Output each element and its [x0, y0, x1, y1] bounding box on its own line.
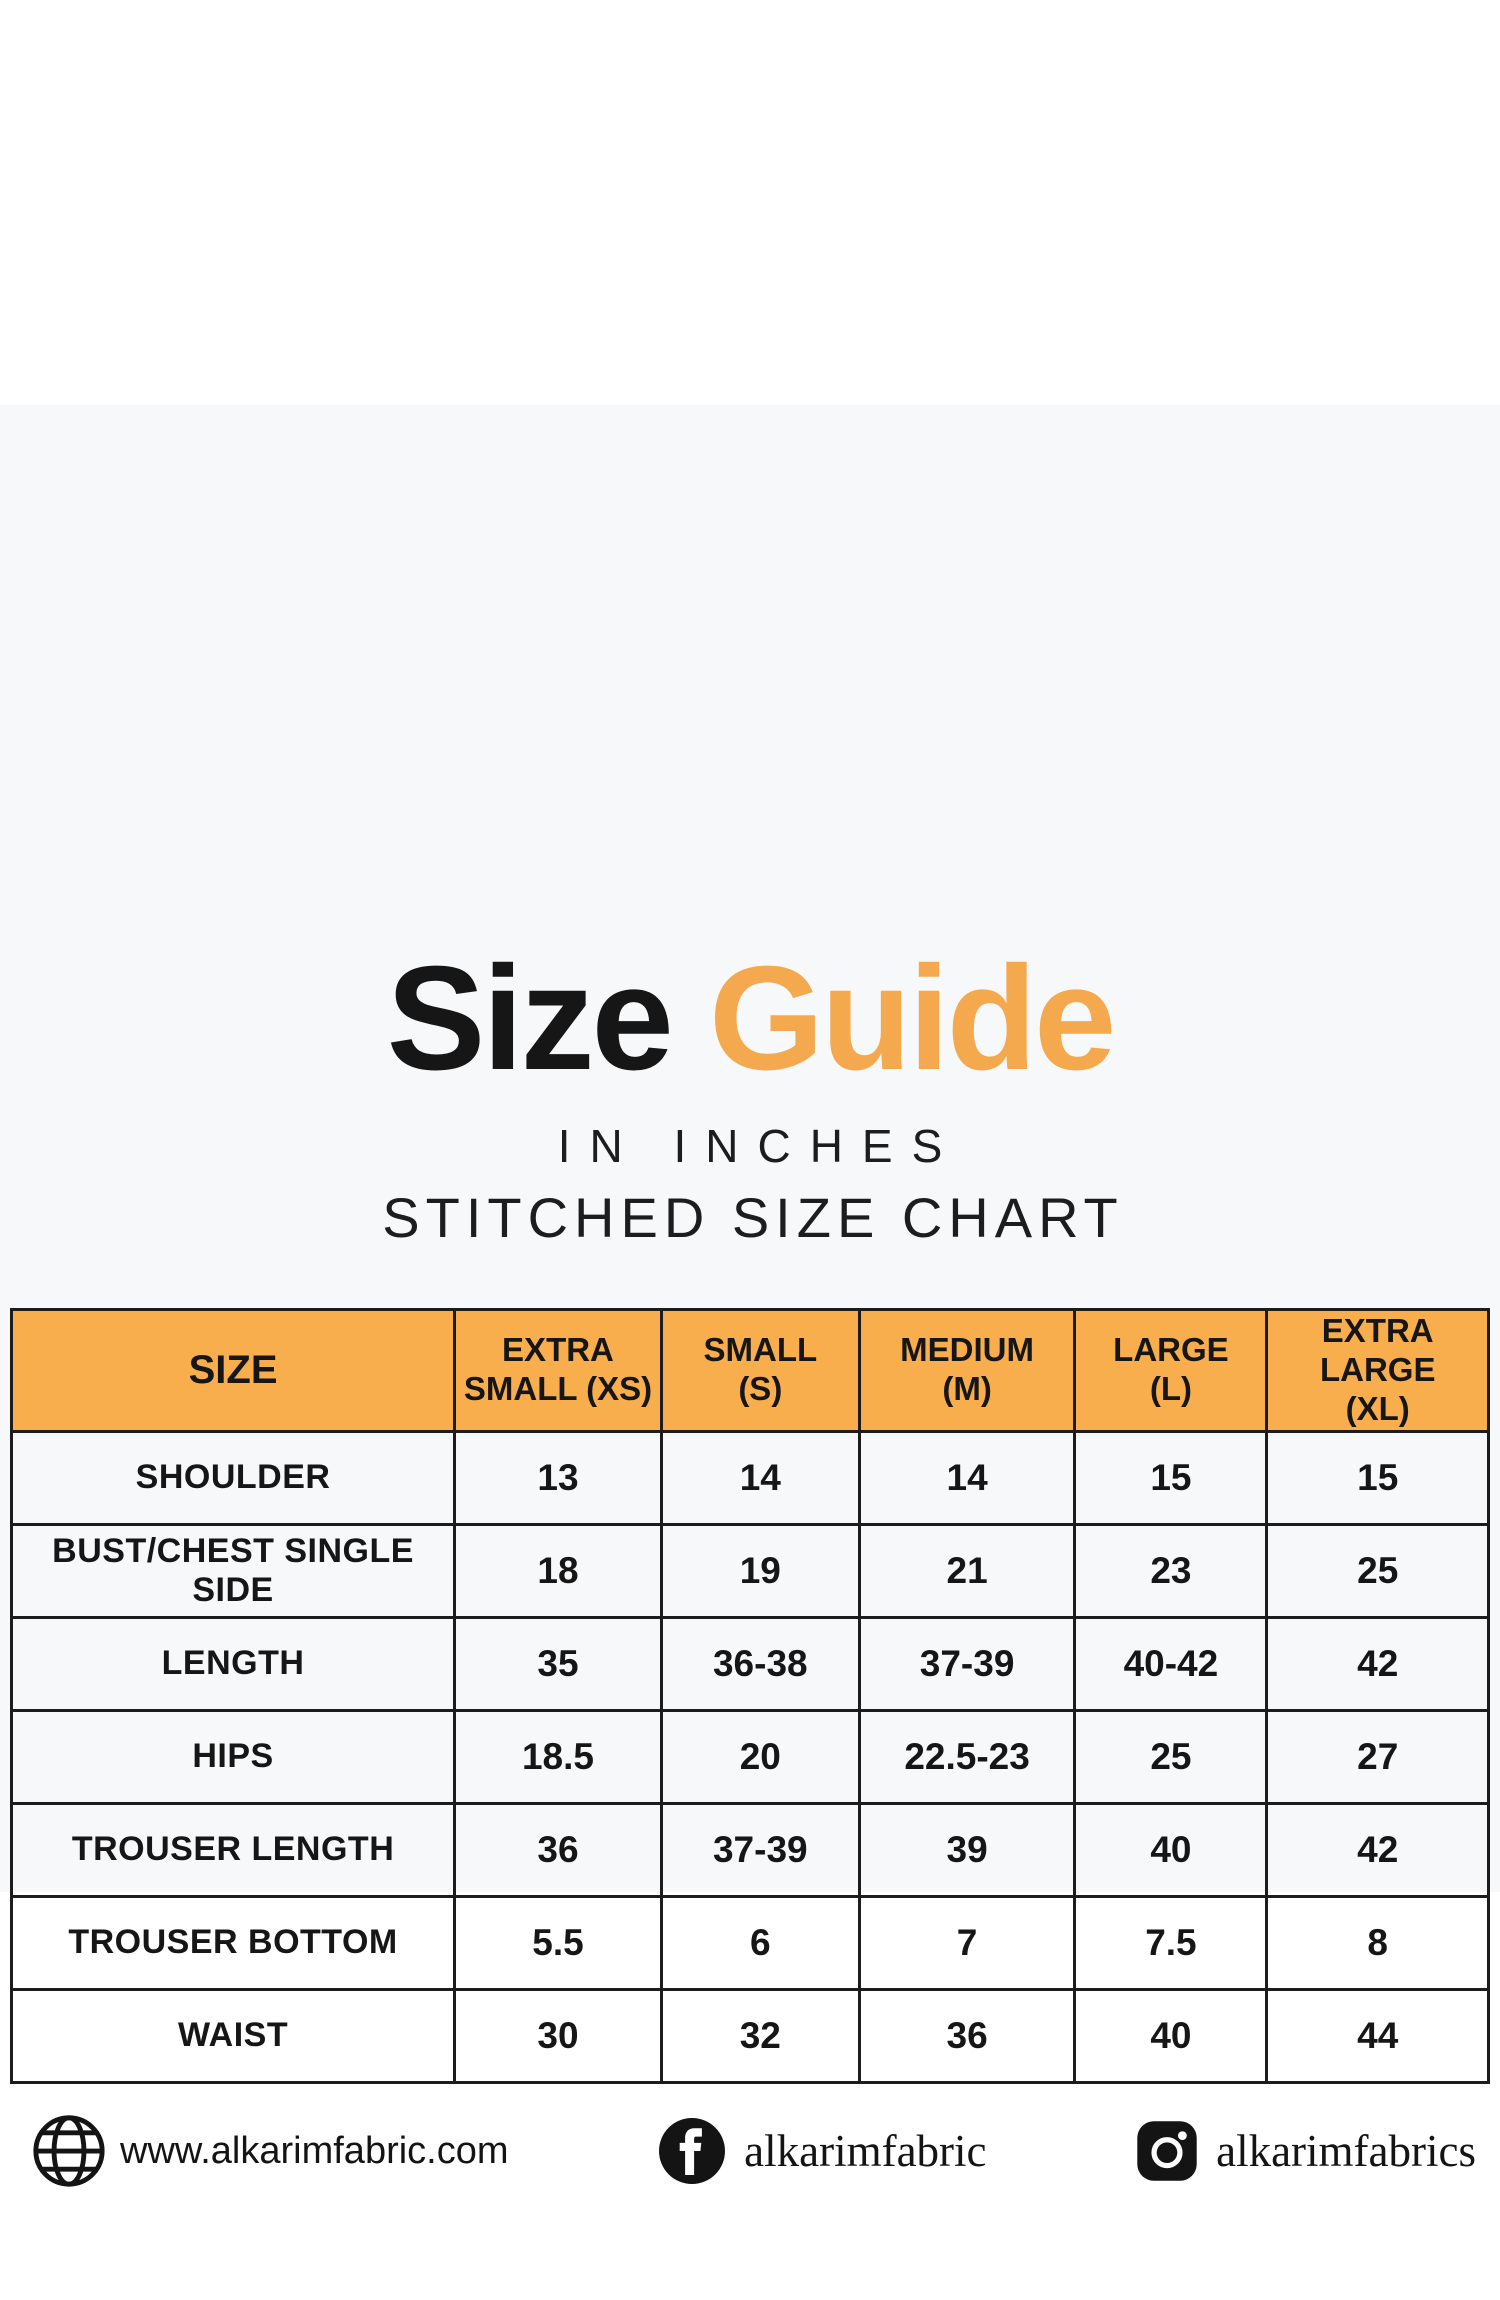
- column-header-extra-small: EXTRA SMALL (XS): [453, 1308, 663, 1433]
- column-header-large: LARGE (L): [1073, 1308, 1269, 1433]
- size-value: 21: [857, 1522, 1077, 1619]
- table-row-trouser-bottom: TROUSER BOTTOM 5.5 6 7 7.5 8: [9, 1894, 1490, 1991]
- size-value: 8: [1265, 1894, 1490, 1991]
- facebook-link[interactable]: alkarimfabric: [656, 2115, 987, 2187]
- table-row-bust-chest: BUST/CHEST SINGLE SIDE 18 19 21 23 25: [9, 1522, 1490, 1619]
- size-value: 18: [453, 1522, 663, 1619]
- row-label: BUST/CHEST SINGLE SIDE: [9, 1522, 457, 1619]
- website-link[interactable]: www.alkarimfabric.com: [30, 2112, 509, 2190]
- title-word-guide: Guide: [708, 936, 1116, 1101]
- column-header-extra-large: EXTRA LARGE (XL): [1265, 1308, 1490, 1433]
- size-value: 13: [453, 1429, 663, 1526]
- title-block: Size Guide IN INCHES STITCHED SIZE CHART: [0, 945, 1500, 1250]
- size-value: 42: [1265, 1801, 1490, 1898]
- size-value: 15: [1265, 1429, 1490, 1526]
- page-title: Size Guide: [0, 945, 1500, 1093]
- title-word-size: Size: [386, 936, 674, 1101]
- table-row-trouser-length: TROUSER LENGTH 36 37-39 39 40 42: [9, 1801, 1490, 1898]
- row-label: TROUSER BOTTOM: [9, 1894, 457, 1991]
- size-value: 18.5: [453, 1708, 663, 1805]
- table-row-waist: WAIST 30 32 36 40 44: [9, 1987, 1490, 2084]
- size-value: 32: [659, 1987, 861, 2084]
- size-value: 14: [659, 1429, 861, 1526]
- globe-icon: [30, 2112, 108, 2190]
- website-url: www.alkarimfabric.com: [120, 2129, 509, 2172]
- size-value: 30: [453, 1987, 663, 2084]
- size-value: 14: [857, 1429, 1077, 1526]
- size-value: 40-42: [1073, 1615, 1269, 1712]
- instagram-link[interactable]: alkarimfabrics: [1134, 2118, 1476, 2184]
- column-header-size: SIZE: [9, 1308, 457, 1433]
- subtitle-in-inches: IN INCHES: [557, 1120, 962, 1172]
- size-value: 36: [857, 1987, 1077, 2084]
- size-value: 44: [1265, 1987, 1490, 2084]
- size-value: 36: [453, 1801, 663, 1898]
- size-value: 5.5: [453, 1894, 663, 1991]
- size-value: 39: [857, 1801, 1077, 1898]
- instagram-handle: alkarimfabrics: [1216, 2126, 1476, 2176]
- table-row-hips: HIPS 18.5 20 22.5-23 25 27: [9, 1708, 1490, 1805]
- header-row: SIZE EXTRA SMALL (XS) SMALL (S) MEDIUM (M) …: [9, 1308, 1490, 1433]
- size-value: 20: [659, 1708, 861, 1805]
- row-label: HIPS: [9, 1708, 457, 1805]
- table-row-shoulder: SHOULDER 13 14 14 15 15: [9, 1429, 1490, 1526]
- table-row-length: LENGTH 35 36-38 37-39 40-42 42: [9, 1615, 1490, 1712]
- size-value: 37-39: [857, 1615, 1077, 1712]
- size-value: 6: [659, 1894, 861, 1991]
- size-value: 40: [1073, 1987, 1269, 2084]
- row-label: LENGTH: [9, 1615, 457, 1712]
- size-value: 7.5: [1073, 1894, 1269, 1991]
- size-value: 15: [1073, 1429, 1269, 1526]
- footer-contact-bar: www.alkarimfabric.com alkarimfabric: [30, 2103, 1476, 2199]
- instagram-icon: [1134, 2118, 1200, 2184]
- subtitle-stitched-size-chart: STITCHED SIZE CHART: [382, 1186, 1124, 1249]
- size-value: 19: [659, 1522, 861, 1619]
- row-label: WAIST: [9, 1987, 457, 2084]
- column-header-medium: MEDIUM (M): [857, 1308, 1077, 1433]
- size-value: 27: [1265, 1708, 1490, 1805]
- size-value: 25: [1265, 1522, 1490, 1619]
- size-value: 22.5-23: [857, 1708, 1077, 1805]
- size-value: 7: [857, 1894, 1077, 1991]
- table-body: SHOULDER 13 14 14 15 15 BUST/CHEST SINGL…: [9, 1429, 1490, 2084]
- size-value: 25: [1073, 1708, 1269, 1805]
- size-chart-table: SIZE EXTRA SMALL (XS) SMALL (S) MEDIUM (M) …: [9, 1308, 1490, 2084]
- column-header-small: SMALL (S): [659, 1308, 861, 1433]
- size-value: 42: [1265, 1615, 1490, 1712]
- facebook-icon: [656, 2115, 728, 2187]
- size-value: 37-39: [659, 1801, 861, 1898]
- size-value: 23: [1073, 1522, 1269, 1619]
- row-label: TROUSER LENGTH: [9, 1801, 457, 1898]
- size-value: 36-38: [659, 1615, 861, 1712]
- size-value: 35: [453, 1615, 663, 1712]
- content-panel: Size Guide IN INCHES STITCHED SIZE CHART…: [0, 405, 1500, 2187]
- size-value: 40: [1073, 1801, 1269, 1898]
- row-label: SHOULDER: [9, 1429, 457, 1526]
- table-header: SIZE EXTRA SMALL (XS) SMALL (S) MEDIUM (M) …: [9, 1308, 1490, 1433]
- facebook-handle: alkarimfabric: [744, 2126, 987, 2176]
